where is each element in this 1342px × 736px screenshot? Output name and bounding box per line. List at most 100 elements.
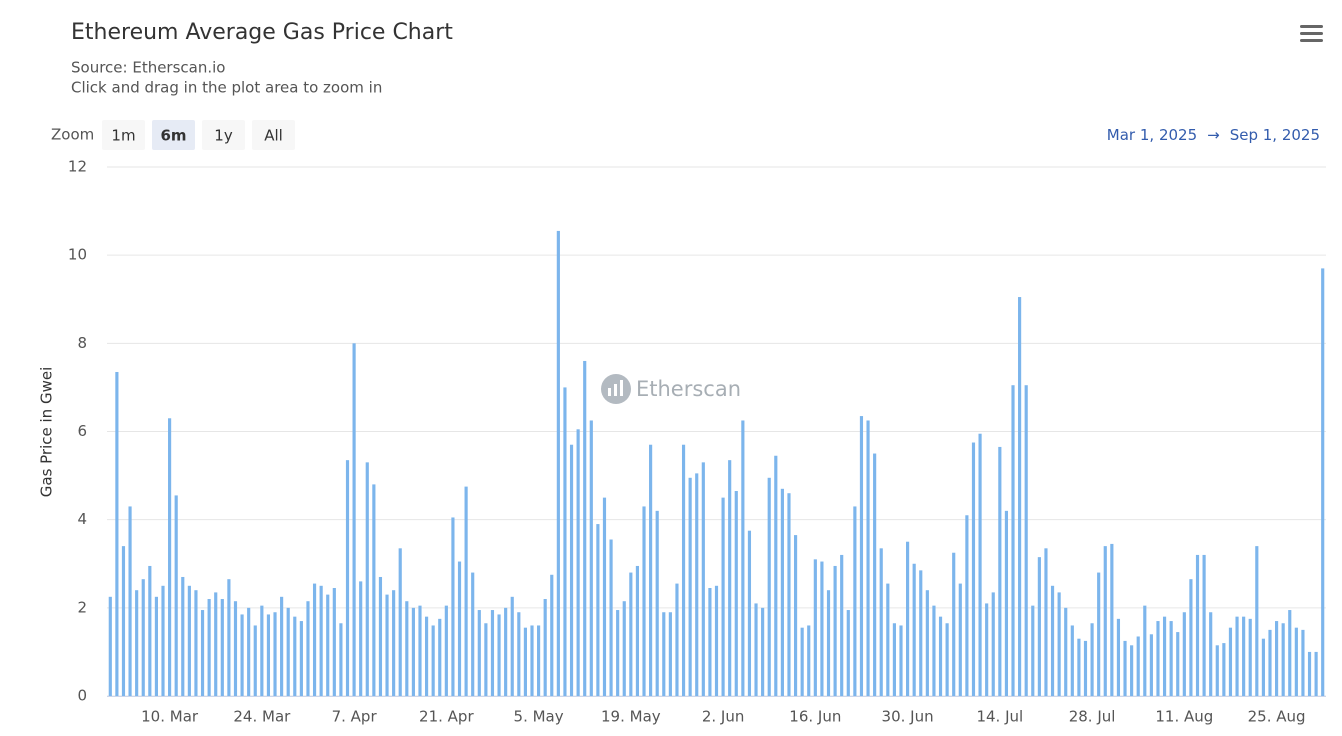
bar [840,554,844,696]
bar [1064,607,1068,696]
chart-subtitle: Source: Etherscan.io [71,59,225,77]
bar [286,607,290,696]
watermark-icon-bar [608,388,611,396]
bar [115,371,119,696]
menu-button[interactable] [1296,20,1326,46]
bar [108,596,112,696]
bar [233,601,238,696]
bar [378,576,383,696]
bar [978,433,982,696]
y-tick-label: 8 [77,334,87,352]
x-tick-label: 7. Apr [332,708,378,726]
y-tick-label: 4 [77,510,87,528]
bar [490,610,495,696]
bar [411,607,415,696]
bar [721,497,725,696]
bar [1209,612,1213,696]
bar [1130,645,1134,696]
bar [1024,385,1028,696]
bar [1136,636,1140,696]
bar [299,621,303,696]
bar [820,561,824,696]
bar [1103,546,1107,696]
bar [800,627,804,696]
bar [1314,651,1318,696]
chart-title: Ethereum Average Gas Price Chart [71,20,453,45]
menu-icon-bar [1300,32,1323,35]
bar [958,583,962,696]
x-tick-label: 24. Mar [233,708,291,726]
zoom-button[interactable] [202,120,245,150]
bar [332,587,336,696]
bar [767,477,771,696]
bar [550,574,554,696]
bar [504,607,508,696]
bar [556,230,560,696]
bar [1195,554,1200,696]
zoom-button-label[interactable]: 6m [160,127,186,145]
bar [938,616,943,696]
bar [1018,297,1022,696]
bar [1281,623,1285,696]
bar [240,614,244,696]
y-tick-label: 12 [68,158,87,176]
x-tick-label: 14. Jul [976,708,1023,726]
x-tick-label: 2. Jun [702,708,745,726]
bar [385,594,389,696]
bar [537,625,541,696]
bar [807,625,811,696]
x-tick-label: 16. Jun [789,708,841,726]
bar [563,387,567,696]
x-tick-label: 19. May [601,708,661,726]
bar [543,599,547,696]
watermark-text: Etherscan [636,377,741,401]
bar [754,603,758,696]
bar [135,590,139,696]
y-tick-label: 6 [77,422,87,440]
bar [589,420,593,696]
bar [181,576,185,696]
zoom-button-label[interactable]: 1m [111,127,135,145]
bar [583,360,587,696]
bar [1031,605,1035,696]
bar [695,473,699,696]
bar [418,605,422,696]
x-tick-label: 10. Mar [141,708,199,726]
bar [1011,385,1015,696]
bar [728,460,732,696]
bar [1288,610,1292,696]
bar [168,418,172,696]
x-tick-label: 28. Jul [1069,708,1116,726]
bar [1149,634,1153,696]
bar [1176,632,1180,696]
bar [1255,546,1259,696]
bar [207,599,211,696]
bar [971,442,976,696]
bar [1294,627,1298,696]
zoom-button[interactable] [252,120,295,150]
zoom-button[interactable] [152,120,195,150]
y-tick-label: 0 [77,687,87,705]
bar [1162,616,1167,696]
bar [1004,510,1009,696]
bar [359,581,363,696]
bar [708,587,712,696]
bar [1268,629,1272,696]
x-tick-label: 5. May [514,708,564,726]
bar [319,585,323,696]
bar [892,623,896,696]
chart-subtitle: Click and drag in the plot area to zoom … [71,79,382,97]
bar [688,477,692,696]
zoom-button-label[interactable]: All [264,127,283,145]
bar [326,594,330,696]
zoom-button[interactable] [102,120,145,150]
bar [444,605,448,696]
date-to[interactable]: Sep 1, 2025 [1230,126,1320,144]
date-range[interactable]: Mar 1, 2025 → Sep 1, 2025 [1107,126,1320,144]
bar [668,612,672,696]
bar [339,623,343,696]
bar [952,552,956,696]
date-from[interactable]: Mar 1, 2025 [1107,126,1197,144]
zoom-button-label[interactable]: 1y [214,127,233,145]
bar [965,515,969,696]
